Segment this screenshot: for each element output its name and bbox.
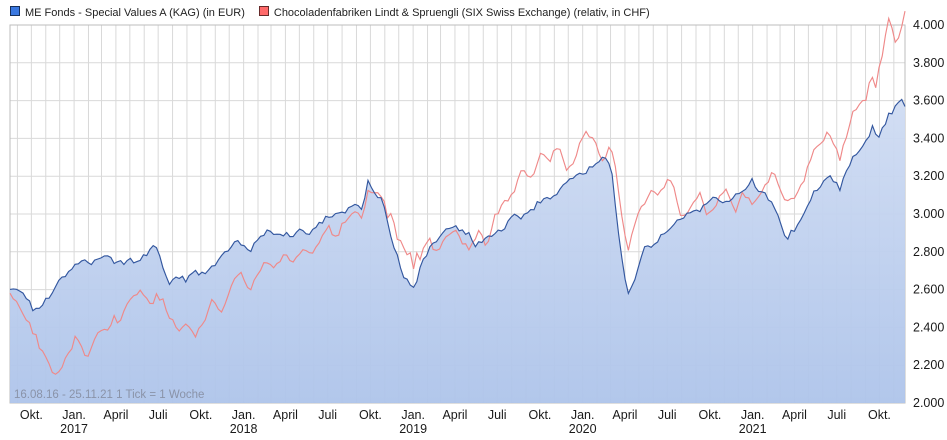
svg-text:Juli: Juli [149, 408, 168, 422]
svg-text:April: April [442, 408, 467, 422]
svg-text:Okt.: Okt. [189, 408, 212, 422]
svg-text:16.08.16 - 25.11.21 1 Tick =: 16.08.16 - 25.11.21 1 Tick = 1 Woche [14, 389, 204, 401]
svg-text:Okt.: Okt. [359, 408, 382, 422]
svg-text:2.400: 2.400 [913, 320, 944, 334]
svg-text:2.200: 2.200 [913, 358, 944, 372]
svg-text:2.600: 2.600 [913, 283, 944, 297]
svg-text:Jan.: Jan. [62, 408, 86, 422]
svg-text:2018: 2018 [230, 422, 258, 436]
svg-text:April: April [273, 408, 298, 422]
svg-text:Okt.: Okt. [528, 408, 551, 422]
svg-text:April: April [612, 408, 637, 422]
svg-text:3.200: 3.200 [913, 169, 944, 183]
svg-text:Juli: Juli [658, 408, 677, 422]
svg-text:2017: 2017 [60, 422, 88, 436]
svg-text:Jan.: Jan. [401, 408, 425, 422]
svg-text:3.800: 3.800 [913, 56, 944, 70]
svg-text:2020: 2020 [569, 422, 597, 436]
svg-text:2.800: 2.800 [913, 245, 944, 259]
svg-text:Jan.: Jan. [571, 408, 595, 422]
svg-text:3.400: 3.400 [913, 131, 944, 145]
svg-text:Okt.: Okt. [20, 408, 43, 422]
svg-text:3.000: 3.000 [913, 207, 944, 221]
svg-text:Juli: Juli [827, 408, 846, 422]
svg-text:Okt.: Okt. [698, 408, 721, 422]
svg-text:Juli: Juli [488, 408, 507, 422]
svg-text:4.000: 4.000 [913, 18, 944, 32]
svg-text:Okt.: Okt. [868, 408, 891, 422]
svg-text:3.600: 3.600 [913, 94, 944, 108]
svg-text:Jan.: Jan. [232, 408, 256, 422]
svg-text:2021: 2021 [739, 422, 767, 436]
svg-text:April: April [103, 408, 128, 422]
svg-text:Juli: Juli [318, 408, 337, 422]
svg-text:2.000: 2.000 [913, 396, 944, 410]
svg-text:Jan.: Jan. [741, 408, 765, 422]
svg-text:April: April [782, 408, 807, 422]
svg-text:2019: 2019 [399, 422, 427, 436]
